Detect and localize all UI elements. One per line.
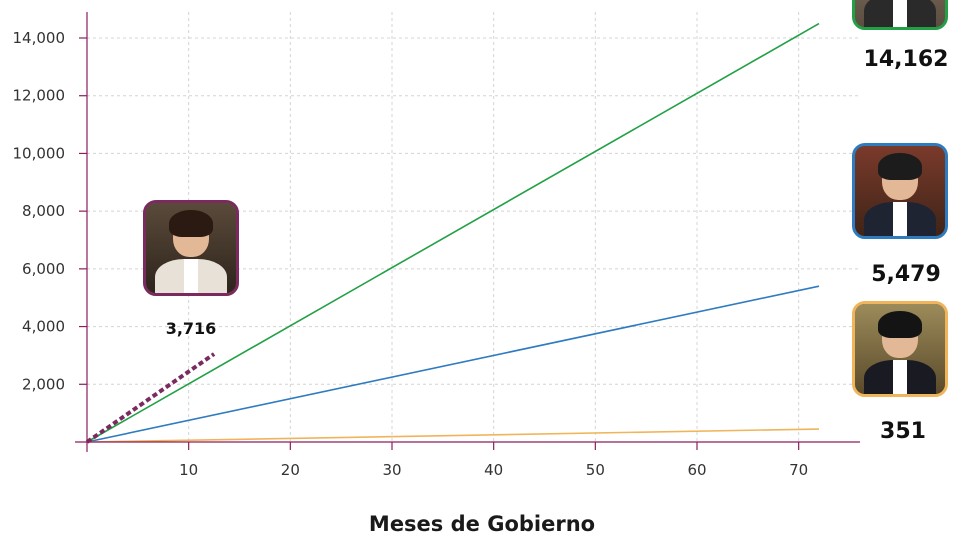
y-tick-label-5: 12,000 [13,87,66,105]
y-tick-label-6: 14,000 [13,29,66,47]
end-labels: 14,162 5,479 351 3,716 [166,47,949,444]
end-label-2: 351 [880,419,926,444]
series-line-1 [86,285,820,443]
series-lines [85,22,820,444]
y-tick-label-3: 8,000 [22,202,65,220]
president-photo-calderon [852,143,948,239]
x-tick-label-5: 60 [687,461,706,479]
end-label-1: 5,479 [871,262,941,287]
y-tick-label-1: 4,000 [22,318,65,336]
x-tick-label-0: 10 [179,461,198,479]
x-tick-label-3: 40 [484,461,503,479]
x-tick-label-1: 20 [281,461,300,479]
series-line-2 [86,428,820,443]
y-tick-label-0: 2,000 [22,375,65,393]
axes [75,12,860,452]
president-photo-pena-nieto [852,301,948,397]
series-line-0 [86,22,820,443]
x-tick-label-2: 30 [382,461,401,479]
president-photo-sheinbaum [143,200,239,296]
end-label-3: 3,716 [166,319,217,338]
x-tick-label-4: 50 [586,461,605,479]
series-line-3 [85,352,216,444]
y-tick-label-4: 10,000 [13,144,66,162]
x-tick-label-6: 70 [789,461,808,479]
tick-labels: 10 20 30 40 50 60 70 2,000 4,000 6,000 8,000 10,000… [13,29,809,479]
x-axis-title: Meses de Gobierno [369,512,595,534]
president-photo-lopez-obrador [852,0,948,30]
y-tick-label-2: 6,000 [22,260,65,278]
end-label-0: 14,162 [864,47,949,72]
